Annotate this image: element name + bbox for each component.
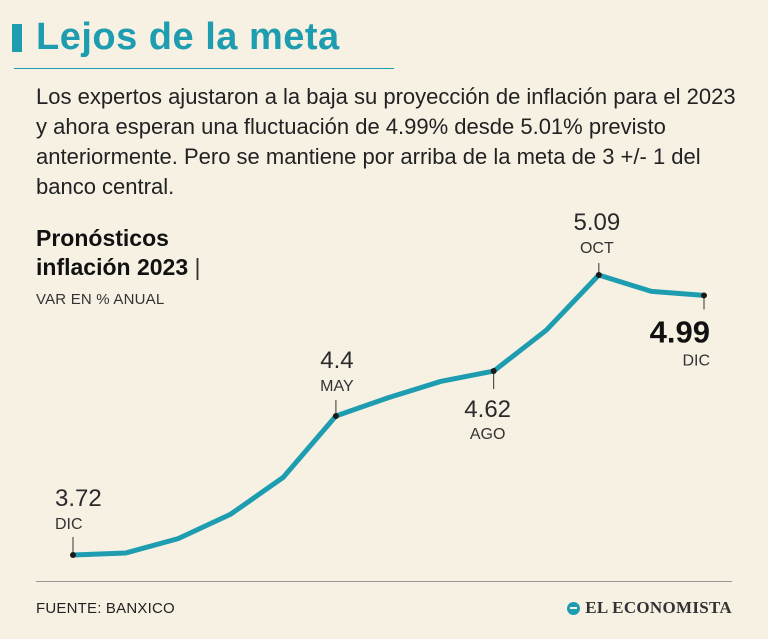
data-point: [70, 552, 76, 558]
title-divider: [14, 68, 394, 69]
data-label-month: MAY: [320, 378, 354, 395]
chart-unit-label: VAR EN % ANUAL: [36, 291, 165, 308]
chart-title-line1: Pronósticos: [36, 225, 169, 251]
data-label-month: OCT: [580, 240, 614, 257]
chart-title-separator: |: [194, 254, 201, 280]
description-text: Los expertos ajustaron a la baja su proy…: [36, 84, 736, 199]
brand-icon: [567, 601, 581, 615]
data-point: [490, 368, 497, 375]
brand-name: EL ECONOMISTA: [585, 598, 732, 617]
data-label-value: 3.72: [55, 485, 102, 512]
data-label-month: AGO: [470, 426, 506, 443]
data-label-month: DIC: [682, 352, 710, 369]
series-line: [70, 272, 707, 558]
footer-divider: [36, 581, 732, 582]
data-label-value: 4.62: [464, 396, 511, 423]
data-point: [701, 292, 707, 299]
data-label-value: 5.09: [573, 209, 620, 236]
chart-title-line2: inflación 2023: [36, 254, 189, 280]
title-accent-bar: [12, 24, 22, 52]
source-note: FUENTE: BANXICO: [36, 600, 175, 617]
page-title: Lejos de la meta: [36, 16, 340, 58]
data-point: [595, 272, 602, 278]
data-point: [332, 413, 339, 420]
data-label-value: 4.4: [320, 347, 353, 374]
chart-title: Pronósticos inflación 2023 |: [36, 224, 201, 282]
data-label-value-highlight: 4.99: [650, 314, 710, 349]
brand-logo: EL ECONOMISTA: [567, 598, 732, 618]
data-label-month: DIC: [55, 516, 83, 533]
